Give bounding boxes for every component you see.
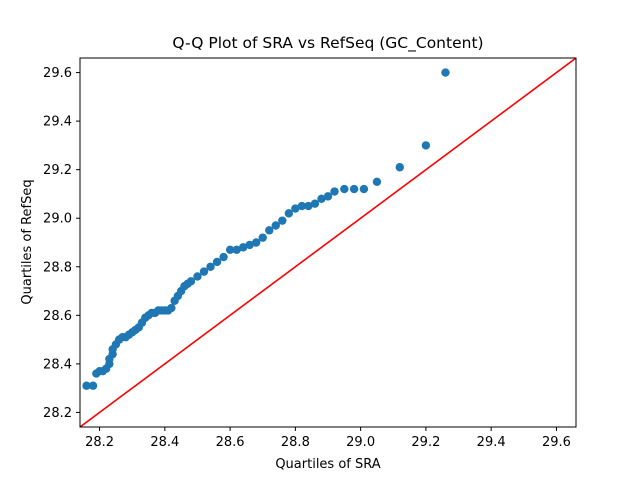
data-point [225,245,235,254]
data-point [212,257,222,267]
data-point [219,252,228,262]
data-point [265,226,274,235]
x-tick-label: 29.2 [411,435,440,450]
x-tick-label: 28.8 [281,435,310,450]
data-point [372,177,382,187]
data-point [199,267,209,276]
x-axis: 28.2 28.4 28.6 28.8 29.0 29.2 29.4 29.6 [85,427,571,450]
reference-layer [80,58,576,427]
data-point [395,163,404,172]
data-point [284,209,294,218]
reference-line [80,58,576,427]
data-point [258,233,267,242]
y-tick-label: 28.2 [43,406,72,421]
data-point [88,381,98,390]
data-point [82,381,91,390]
data-point [349,184,359,194]
x-axis-title: Quartiles of SRA [275,457,380,472]
y-tick-label: 29.6 [43,66,72,81]
data-point [278,216,287,225]
data-point [317,194,326,204]
x-tick-label: 28.6 [216,435,245,450]
y-tick-label: 28.8 [43,260,72,275]
y-axis-title: Quartiles of RefSeq [20,179,35,304]
data-point [238,243,248,252]
plot-border [79,57,577,428]
points-layer [82,68,450,390]
x-tick-label: 29.4 [477,435,506,450]
data-point [323,192,333,201]
data-point [206,262,215,271]
data-point [421,141,431,150]
data-point [310,199,320,208]
data-point [186,277,196,286]
y-axis: 28.2 28.4 28.6 28.8 29.0 29.2 29.4 29.6 [43,66,80,421]
data-point [291,204,300,213]
data-point [245,240,254,250]
data-point [304,201,313,211]
data-point [359,184,369,194]
x-tick-label: 29.0 [346,435,375,450]
plot-area [79,57,577,428]
x-tick-label: 28.2 [85,435,114,450]
data-point [340,184,349,194]
y-tick-label: 29.0 [43,212,72,227]
y-tick-label: 28.6 [43,309,72,324]
y-tick-label: 29.2 [43,163,72,178]
data-point [252,238,261,247]
data-point [271,221,280,230]
y-tick-label: 29.4 [43,115,72,130]
chart-title: Q-Q Plot of SRA vs RefSeq (GC_Content) [172,34,483,53]
data-point [167,303,176,313]
x-tick-label: 28.4 [150,435,179,450]
data-point [330,187,339,196]
y-tick-label: 28.4 [43,357,72,372]
data-point [441,68,450,77]
data-point [297,201,307,211]
data-point [232,245,241,254]
x-tick-label: 29.6 [542,435,571,450]
data-point [193,272,202,281]
